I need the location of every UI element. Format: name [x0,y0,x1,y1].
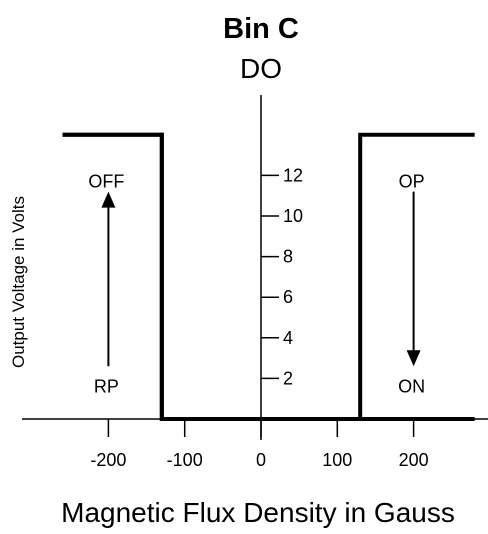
x-axis-title: Magnetic Flux Density in Gauss [61,497,455,528]
arrow-head-up [101,191,116,208]
series-group [62,132,475,421]
y-tick-label: 4 [283,328,293,348]
x-tick-group: -200 -100 0 100 200 [90,419,429,470]
annotation-on: ON [398,377,425,397]
y-tick-label: 6 [283,287,293,307]
annotation-off: OFF [88,171,124,191]
x-tick-label: -200 [90,450,126,470]
y-tick-label: 12 [283,165,303,185]
x-tick-label: 0 [256,450,266,470]
x-tick-label: 200 [399,450,429,470]
chart-title: Bin C [223,13,299,45]
chart-subtitle: DO [240,53,282,84]
y-tick-label: 8 [283,247,293,267]
arrow-head-down [406,350,421,367]
annotation-group: OFF RP OP ON [88,171,425,396]
arrow-group [101,191,421,367]
y-tick-label: 10 [283,206,303,226]
y-axis-title: Output Voltage in Volts [9,196,28,368]
annotation-rp: RP [94,377,119,397]
y-tick-label: 2 [283,368,293,388]
y-tick-group: 2 4 6 8 10 12 [261,165,303,388]
annotation-op: OP [399,171,425,191]
x-tick-label: -100 [167,450,203,470]
x-tick-label: 100 [322,450,352,470]
hysteresis-series-2 [62,132,475,421]
